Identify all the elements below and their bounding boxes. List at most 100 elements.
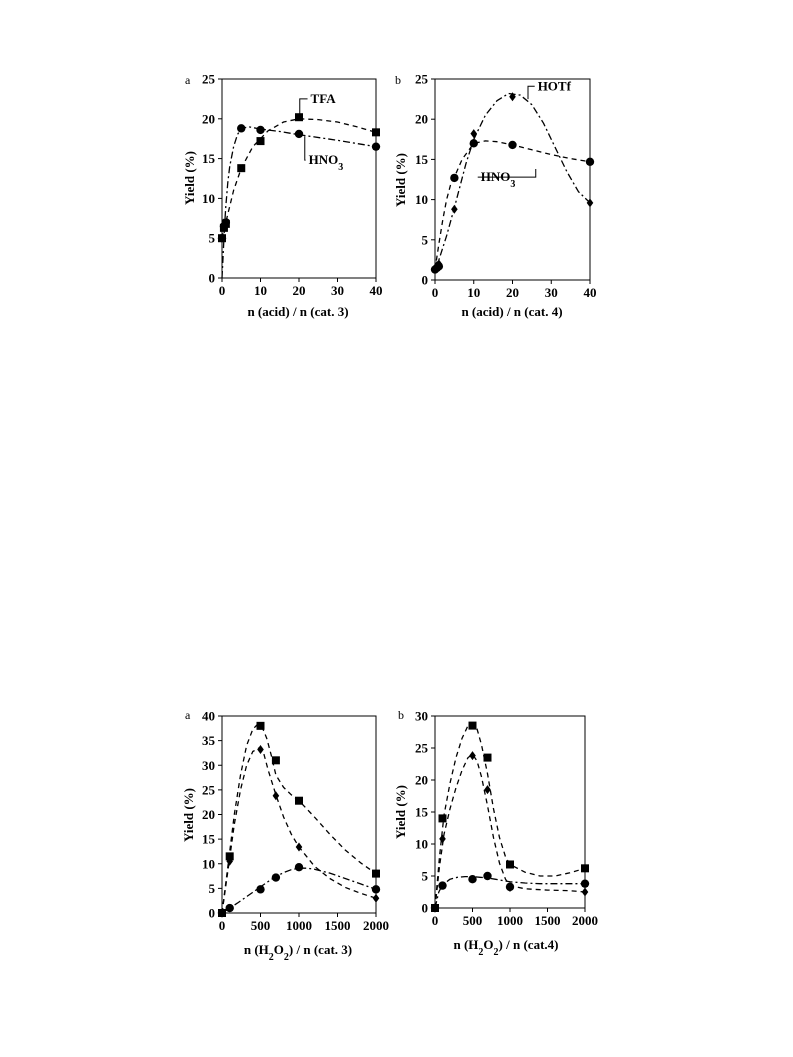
data-point-circle — [430, 903, 440, 913]
x-axis-title: n (acid) / n (cat. 3) — [247, 304, 348, 319]
y-tick-label: 25 — [202, 72, 216, 87]
panel-letter: a — [185, 708, 191, 722]
x-tick-label: 2000 — [363, 918, 389, 933]
x-axis-title-part: ) / n (cat.4) — [499, 937, 559, 952]
x-axis-title-subscript: 2 — [284, 952, 289, 963]
fit-curve — [434, 875, 585, 909]
x-tick-label: 30 — [331, 283, 344, 298]
x-axis-title: n (H2O2) / n (cat.4) — [454, 937, 559, 958]
chart-panel-3: 0 5 10 15 20 25 30 35 40 0 500 1000 1500 2000 a Yield (… — [181, 708, 389, 963]
fit-curve — [221, 747, 377, 914]
x-axis-title-subscript: 2 — [478, 947, 483, 958]
data-point-diamond — [226, 856, 233, 866]
data-point-circle — [294, 129, 304, 139]
plot-frame — [221, 78, 377, 279]
data-point-circle — [256, 125, 265, 135]
x-axis-title-subscript: 2 — [494, 947, 499, 958]
x-tick-label: 30 — [545, 285, 558, 300]
data-point-square — [295, 796, 303, 805]
data-point-square — [438, 814, 447, 823]
data-point-circle — [469, 139, 478, 148]
series-circle — [430, 871, 590, 913]
annotation-leader — [304, 136, 306, 161]
annotation-text: HNO — [481, 169, 511, 184]
data-point-circle — [508, 140, 517, 150]
fit-curve — [434, 753, 586, 909]
y-tick-label: 25 — [415, 72, 429, 87]
y-tick-label: 0 — [209, 271, 216, 286]
x-axis-title-part: n (H — [454, 937, 479, 952]
data-point-circle — [483, 871, 492, 881]
x-tick-label: 1000 — [497, 913, 523, 928]
x-tick-label: 10 — [467, 285, 480, 300]
x-tick-label: 0 — [219, 918, 226, 933]
data-point-diamond — [469, 751, 476, 761]
data-point-square — [256, 137, 265, 146]
data-point-diamond — [509, 92, 516, 102]
panel-letter: b — [398, 708, 404, 722]
x-axis-title-part: n (H — [244, 942, 269, 957]
series-circle — [217, 124, 381, 279]
data-point-square — [506, 860, 514, 869]
data-point-diamond — [581, 887, 589, 897]
data-point-square — [372, 128, 380, 137]
y-tick-label: 35 — [202, 733, 216, 748]
data-point-circle — [434, 262, 444, 271]
y-tick-label: 20 — [202, 807, 215, 822]
series-square — [218, 721, 380, 917]
x-axis-title-part: O — [274, 942, 284, 957]
data-point-circle — [217, 908, 227, 918]
data-point-circle — [237, 124, 246, 133]
annotation-leader — [477, 169, 537, 178]
data-point-diamond — [295, 842, 303, 852]
data-point-square — [271, 756, 280, 765]
annotation-text: HOTf — [538, 78, 572, 93]
series-diamond — [218, 744, 380, 918]
data-point-diamond — [586, 198, 594, 208]
x-tick-label: 40 — [370, 283, 383, 298]
y-axis-title: Yield (%) — [181, 788, 196, 842]
data-point-diamond — [484, 785, 491, 795]
plot-frame — [221, 715, 377, 914]
x-axis-title: n (H2O2) / n (cat. 3) — [244, 942, 352, 963]
x-axis-title-part: O — [483, 937, 493, 952]
y-tick-label: 5 — [209, 231, 216, 246]
y-tick-label: 0 — [209, 906, 216, 921]
data-point-circle — [438, 881, 447, 890]
data-point-diamond — [470, 129, 478, 139]
series-circle — [217, 862, 381, 918]
data-point-circle — [505, 882, 515, 892]
annotation-text: TFA — [311, 91, 337, 106]
y-tick-label: 5 — [422, 869, 429, 884]
y-tick-label: 0 — [422, 901, 429, 916]
data-point-square — [372, 869, 380, 878]
data-point-circle — [271, 873, 281, 882]
data-point-diamond — [439, 834, 446, 844]
chart-panel-4: 0 5 10 15 20 25 30 0 500 1000 1500 2000 b Yield (%) n … — [393, 708, 598, 958]
y-tick-label: 15 — [415, 152, 429, 167]
fit-curve — [221, 867, 377, 914]
y-tick-label: 30 — [415, 709, 428, 724]
y-axis-title: Yield (%) — [393, 785, 408, 839]
y-tick-label: 5 — [422, 232, 429, 247]
chart-panel-1: 0 5 10 15 20 25 0 10 20 30 40 a Yield (%) n (acid) / … — [182, 72, 383, 320]
fit-curve — [221, 126, 377, 279]
panel-letter: b — [395, 73, 401, 87]
x-tick-label: 0 — [432, 913, 439, 928]
panel-letter: a — [185, 73, 191, 87]
annotation-subscript: 3 — [510, 179, 515, 190]
y-tick-label: 15 — [202, 832, 216, 847]
data-point-square — [581, 864, 589, 873]
y-tick-label: 5 — [209, 881, 216, 896]
y-tick-label: 20 — [202, 111, 215, 126]
y-tick-label: 25 — [415, 741, 429, 756]
series-annotation: HOTf — [538, 78, 572, 93]
y-tick-label: 10 — [415, 192, 428, 207]
x-tick-label: 500 — [463, 913, 483, 928]
x-tick-label: 2000 — [572, 913, 598, 928]
annotation-subscript: 3 — [338, 162, 343, 173]
chart-panel-2: 0 5 10 15 20 25 0 10 20 30 40 b Yield (%) n (acid) / … — [393, 72, 597, 320]
y-axis-title: Yield (%) — [182, 151, 197, 205]
x-tick-label: 10 — [254, 283, 267, 298]
